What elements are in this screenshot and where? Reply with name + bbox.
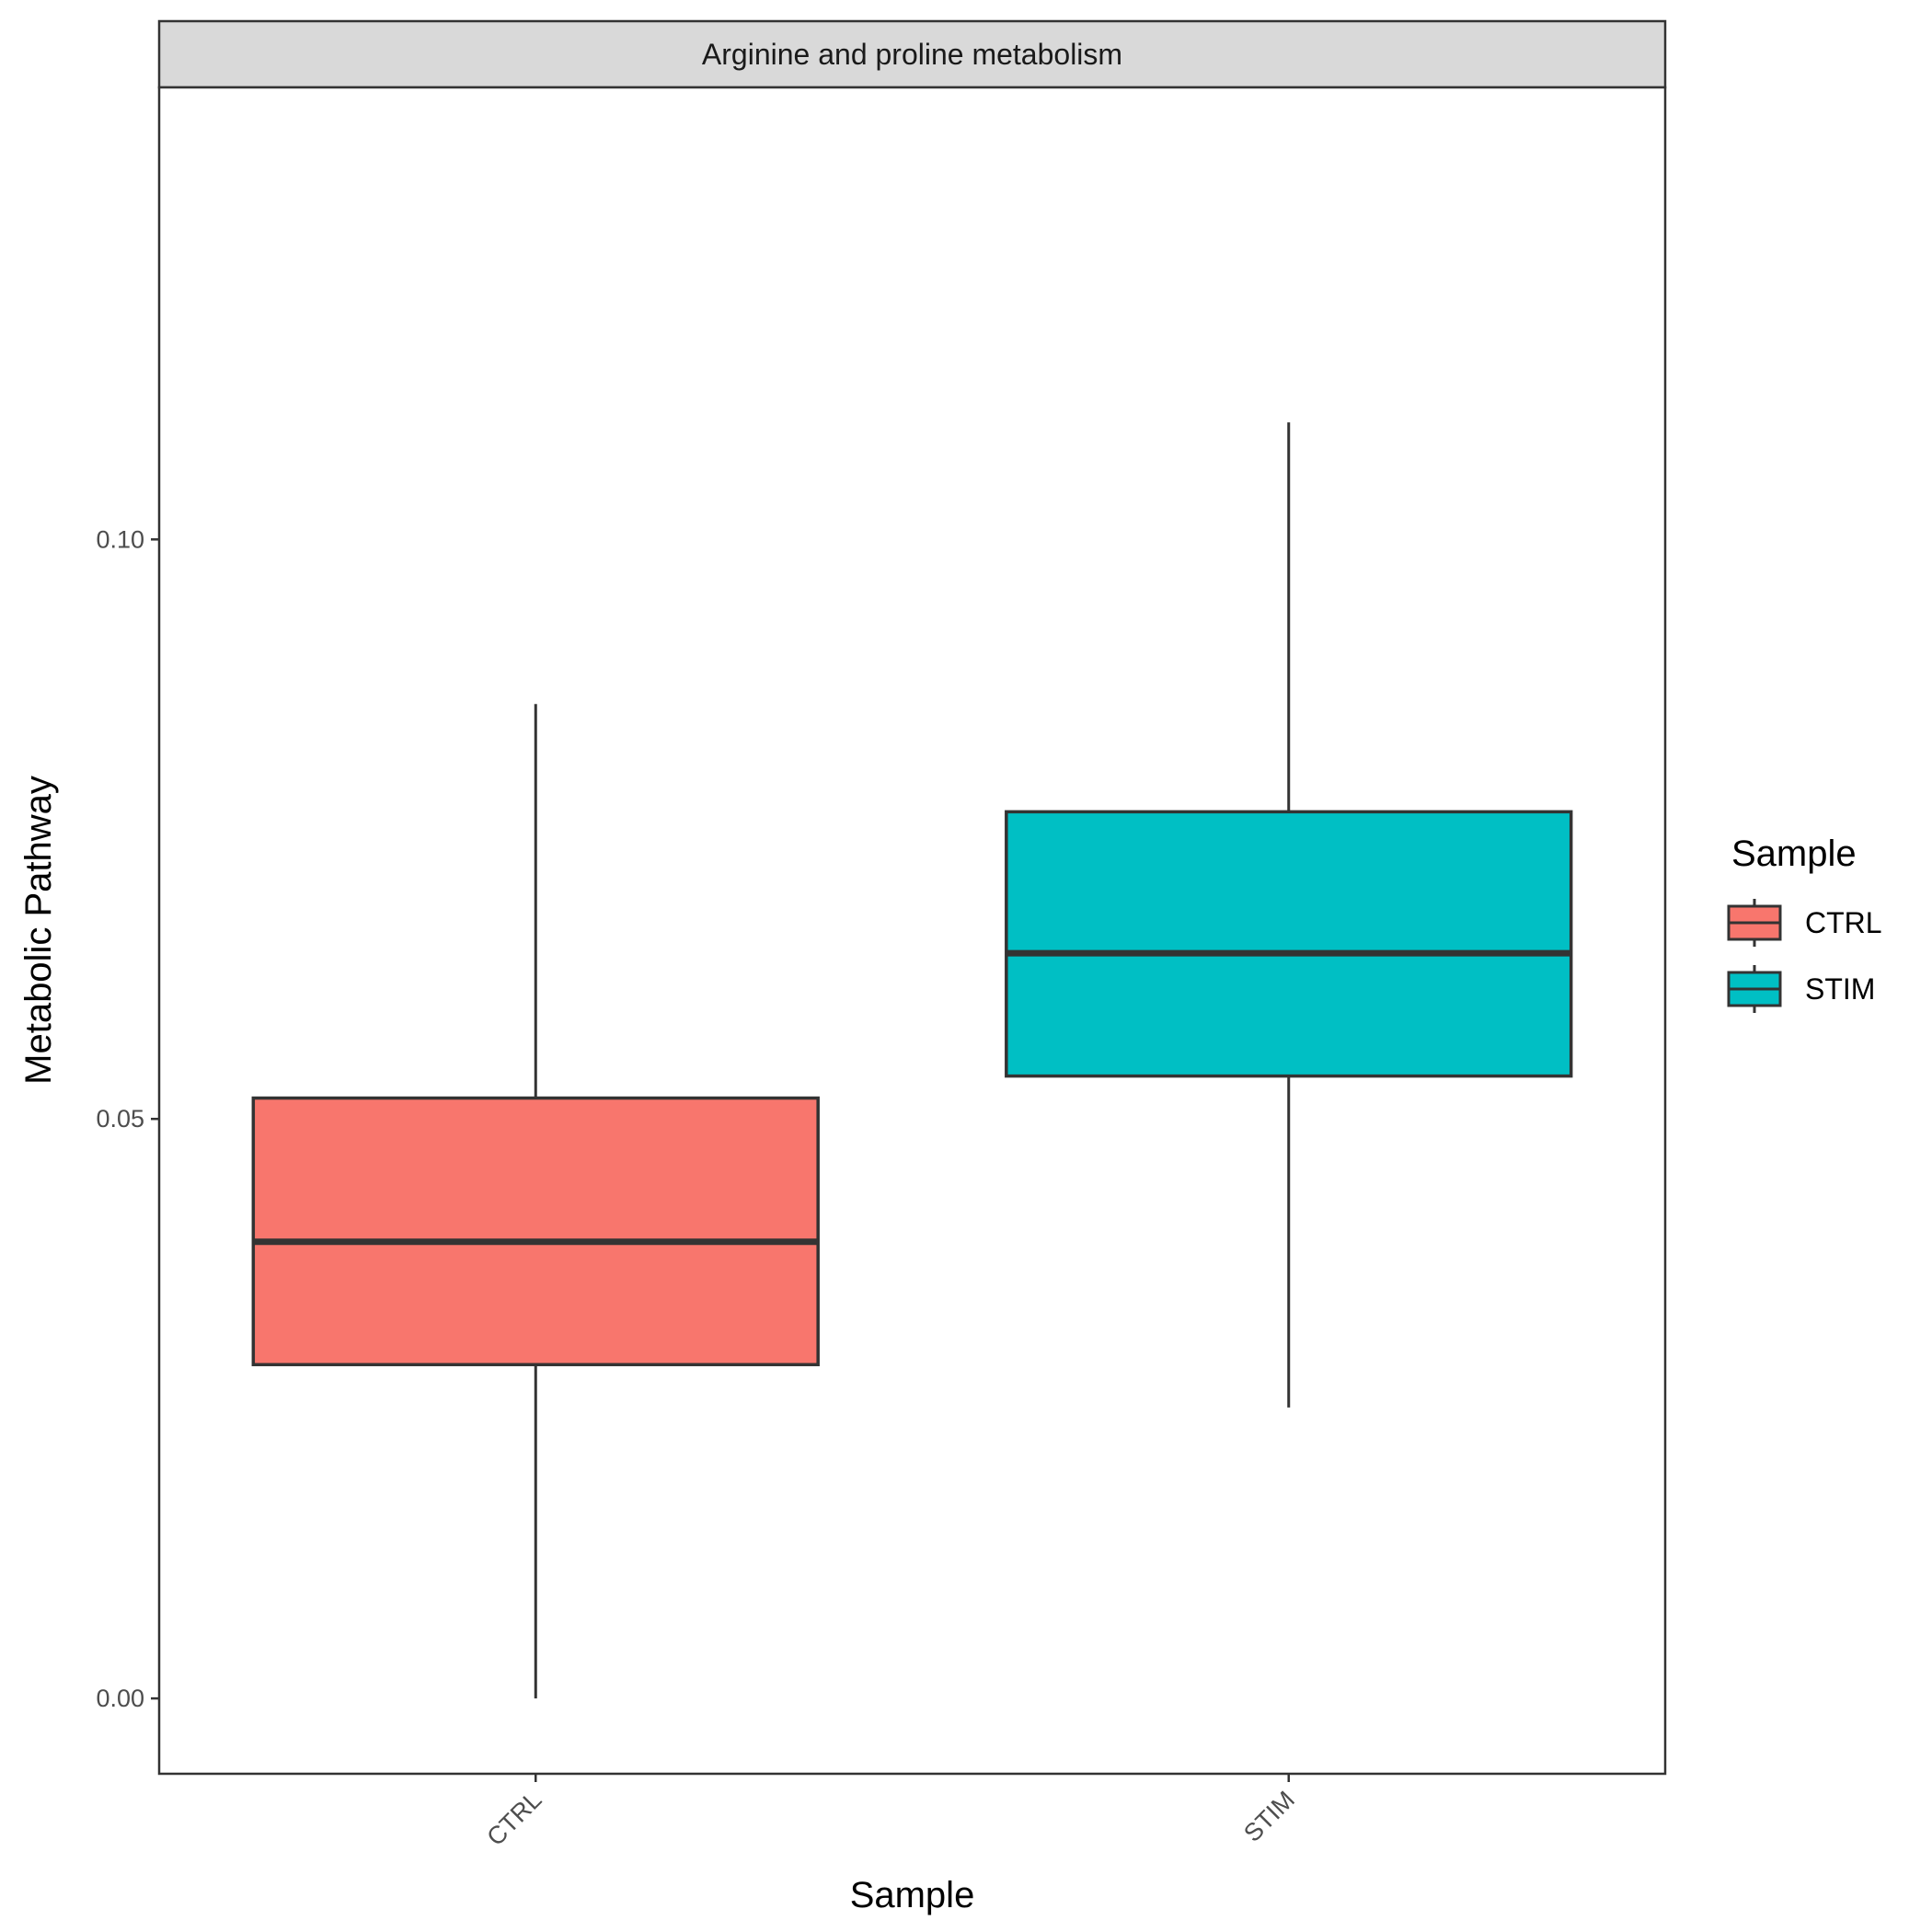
- box-stim: [1005, 422, 1573, 1408]
- x-axis-title: Sample: [850, 1875, 975, 1915]
- y-tick-label: 0.05: [96, 1105, 144, 1133]
- legend-item-stim: STIM: [1727, 965, 1875, 1013]
- legend-item-ctrl: CTRL: [1727, 899, 1882, 947]
- x-axis: CTRL STIM: [481, 1774, 1300, 1851]
- facet-title: Arginine and proline metabolism: [702, 38, 1122, 71]
- x-tick-label: STIM: [1238, 1786, 1300, 1847]
- box-iqr: [251, 1096, 820, 1367]
- y-tick-label: 0.10: [96, 525, 144, 553]
- box-iqr: [1005, 810, 1573, 1078]
- boxes: [251, 422, 1573, 1699]
- legend-label: STIM: [1805, 972, 1875, 1006]
- legend-label: CTRL: [1805, 906, 1882, 939]
- legend-items: CTRL STIM: [1727, 899, 1882, 1013]
- box-ctrl: [251, 704, 820, 1699]
- y-tick-label: 0.00: [96, 1685, 144, 1712]
- facet-strip: [157, 19, 1667, 89]
- y-axis-title: Metabolic Pathway: [18, 776, 59, 1085]
- legend: Sample CTRL STIM: [1727, 834, 1882, 1013]
- y-axis: 0.00 0.05 0.10: [96, 525, 159, 1712]
- x-tick-label: CTRL: [481, 1786, 546, 1851]
- legend-title: Sample: [1731, 834, 1857, 874]
